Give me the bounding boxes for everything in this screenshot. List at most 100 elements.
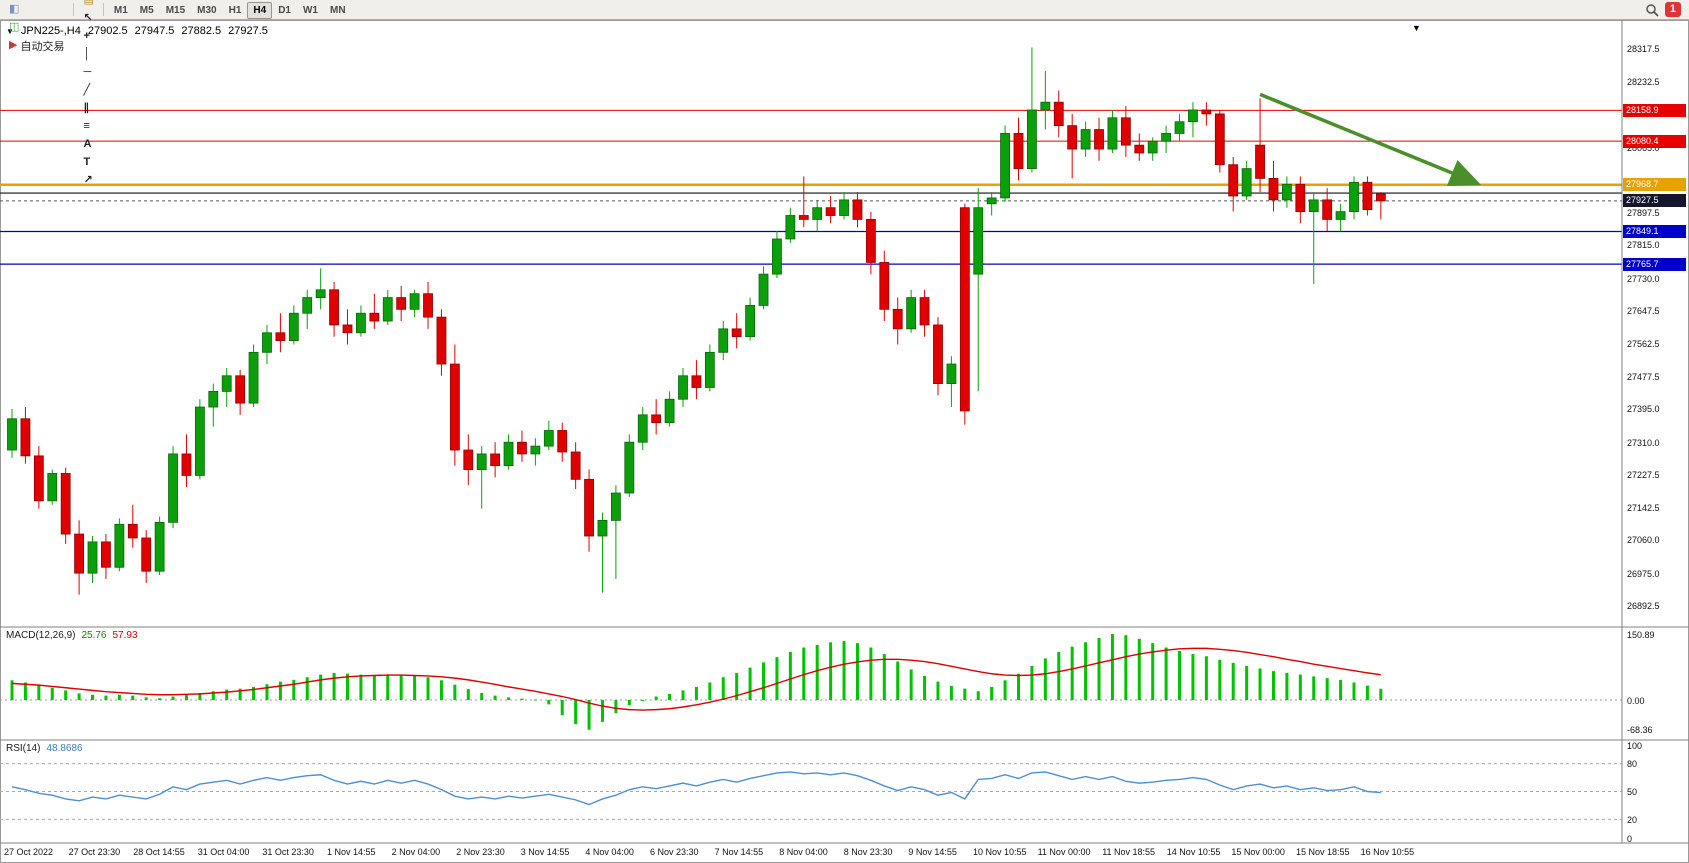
data-window-button[interactable]: ◫ xyxy=(4,19,24,37)
timeframe-w1[interactable]: W1 xyxy=(297,2,324,19)
text-label-button[interactable]: T xyxy=(78,154,95,172)
time-axis-label: 31 Oct 04:00 xyxy=(197,847,250,857)
crosshair-button[interactable]: + xyxy=(78,28,94,46)
symbol-dropdown-icon[interactable]: ▼ xyxy=(6,26,14,36)
price-line-badge: 28080.4 xyxy=(1623,134,1686,148)
timeframe-m1[interactable]: M1 xyxy=(108,2,134,19)
data-window-icon: ◫ xyxy=(9,21,20,33)
price-line-badge: 27765.7 xyxy=(1623,257,1686,271)
price-axis-label: 27395.0 xyxy=(1627,404,1660,415)
macd-label: MACD(12,26,9) 25.76 57.93 xyxy=(6,630,138,641)
notification-badge[interactable]: 1 xyxy=(1664,2,1681,17)
shapes-button[interactable]: ↗ xyxy=(78,172,97,190)
toolbar-separator xyxy=(102,3,104,16)
timeframe-m30[interactable]: M30 xyxy=(191,2,222,19)
price-axis-label: 28065.0 xyxy=(1627,142,1660,153)
fibonacci-button[interactable]: ≡ xyxy=(78,118,94,136)
vertical-line-button[interactable]: │ xyxy=(78,46,95,64)
auto-trading-button[interactable]: ▶ 自动交易 xyxy=(4,37,69,55)
time-axis-label: 14 Nov 10:55 xyxy=(1166,847,1221,857)
time-axis-label: 2 Nov 04:00 xyxy=(391,847,441,857)
price-axis-label: 27477.5 xyxy=(1627,372,1660,383)
ohlc-close: 27927.5 xyxy=(228,25,268,37)
rsi-axis-label: 80 xyxy=(1627,759,1638,770)
time-axis-label: 28 Oct 14:55 xyxy=(133,847,185,857)
rsi-axis-label: 0 xyxy=(1627,833,1633,844)
profiles-icon: ◧ xyxy=(9,3,20,15)
timeframe-h4[interactable]: H4 xyxy=(247,2,273,19)
price-line-badge: 27968.7 xyxy=(1623,178,1686,192)
arrow-shapes-icon: ↗ xyxy=(83,174,93,186)
price-axis-label: 26892.5 xyxy=(1627,600,1660,611)
timeframe-mn[interactable]: MN xyxy=(324,2,352,19)
horizontal-price-lines[interactable] xyxy=(0,109,1622,265)
time-axis-label: 10 Nov 10:55 xyxy=(973,847,1027,857)
rsi-axis-label: 20 xyxy=(1627,814,1638,825)
ohlc-low: 27882.5 xyxy=(181,25,222,37)
vertical-line-icon: │ xyxy=(83,48,91,60)
auto-trading-button-label: 自动交易 xyxy=(20,40,65,53)
price-axis-label: 28317.5 xyxy=(1627,43,1660,54)
rsi-value: 48.8686 xyxy=(46,743,83,754)
trendline-button[interactable]: ╱ xyxy=(78,82,95,100)
trend-arrow[interactable] xyxy=(1259,92,1482,186)
pane-separators xyxy=(0,20,1689,844)
time-axis-label: 2 Nov 23:30 xyxy=(456,847,505,857)
time-axis-label: 11 Nov 00:00 xyxy=(1037,847,1091,857)
macd-name: MACD(12,26,9) xyxy=(6,630,76,641)
channel-button[interactable]: ∥ xyxy=(78,100,94,118)
price-axis-label: 26975.0 xyxy=(1627,568,1660,579)
horizontal-line-icon: ─ xyxy=(83,66,92,78)
rsi-indicator xyxy=(0,763,1622,820)
timeframe-m15[interactable]: M15 xyxy=(160,2,191,19)
symbol-period-label: JPN225-,H4 xyxy=(20,25,81,37)
macd-axis-label: -68.36 xyxy=(1627,725,1653,736)
price-axis-label: 28232.5 xyxy=(1627,77,1660,88)
chart-shift-marker[interactable]: ▼ xyxy=(1412,23,1421,33)
price-axis-label: 27310.0 xyxy=(1627,437,1660,448)
time-axis-label: 4 Nov 04:00 xyxy=(585,847,634,857)
cursor-button[interactable]: ↖ xyxy=(78,10,97,28)
timeframe-m5[interactable]: M5 xyxy=(134,2,160,19)
text-label-icon: T xyxy=(83,156,91,168)
price-axis-label: 27142.5 xyxy=(1627,503,1660,514)
channel-icon: ∥ xyxy=(83,102,89,114)
time-axis-label: 31 Oct 23:30 xyxy=(262,847,314,857)
macd-indicator xyxy=(0,634,1622,730)
text-button[interactable]: A xyxy=(78,136,96,154)
crosshair-icon: + xyxy=(83,30,90,42)
rsi-name: RSI(14) xyxy=(6,743,41,754)
time-axis-label: 9 Nov 14:55 xyxy=(908,847,957,857)
rsi-label: RSI(14) 48.8686 xyxy=(6,743,83,754)
macd-main-value: 25.76 xyxy=(81,630,107,641)
time-axis-label: 15 Nov 00:00 xyxy=(1231,847,1285,857)
timeframe-h1[interactable]: H1 xyxy=(223,2,248,19)
candlesticks xyxy=(7,47,1386,595)
trendline-icon: ╱ xyxy=(83,84,91,96)
time-axis-label: 8 Nov 23:30 xyxy=(843,847,893,857)
price-axis-label: 27730.0 xyxy=(1627,273,1660,284)
auto-trading-icon: ▶ xyxy=(9,39,18,51)
rsi-axis-label: 50 xyxy=(1627,787,1638,797)
price-axis-label: 27562.5 xyxy=(1627,339,1660,350)
time-axis-label: 3 Nov 14:55 xyxy=(520,847,570,857)
time-axis-label: 27 Oct 2022 xyxy=(4,847,54,857)
cursor-icon: ↖ xyxy=(83,12,93,24)
time-axis-label: 7 Nov 14:55 xyxy=(714,847,764,857)
time-axis-label: 27 Oct 23:30 xyxy=(68,847,121,857)
time-axis-label: 16 Nov 10:55 xyxy=(1360,847,1415,857)
horizontal-line-button[interactable]: ─ xyxy=(78,64,96,82)
macd-axis-label: 150.89 xyxy=(1627,629,1655,640)
toolbar-right-group: 1 xyxy=(1645,2,1685,17)
time-axis-label: 6 Nov 23:30 xyxy=(650,847,699,857)
profiles-button[interactable]: ◧ xyxy=(4,1,24,19)
search-icon[interactable] xyxy=(1645,3,1659,17)
time-axis-label: 15 Nov 18:55 xyxy=(1296,847,1350,857)
price-axis-label: 27897.5 xyxy=(1627,208,1660,219)
timeframe-d1[interactable]: D1 xyxy=(272,2,297,19)
price-axis-label: 27227.5 xyxy=(1627,469,1660,480)
templates-button[interactable]: ▤ xyxy=(78,0,98,10)
chart-window-border xyxy=(0,20,1689,863)
